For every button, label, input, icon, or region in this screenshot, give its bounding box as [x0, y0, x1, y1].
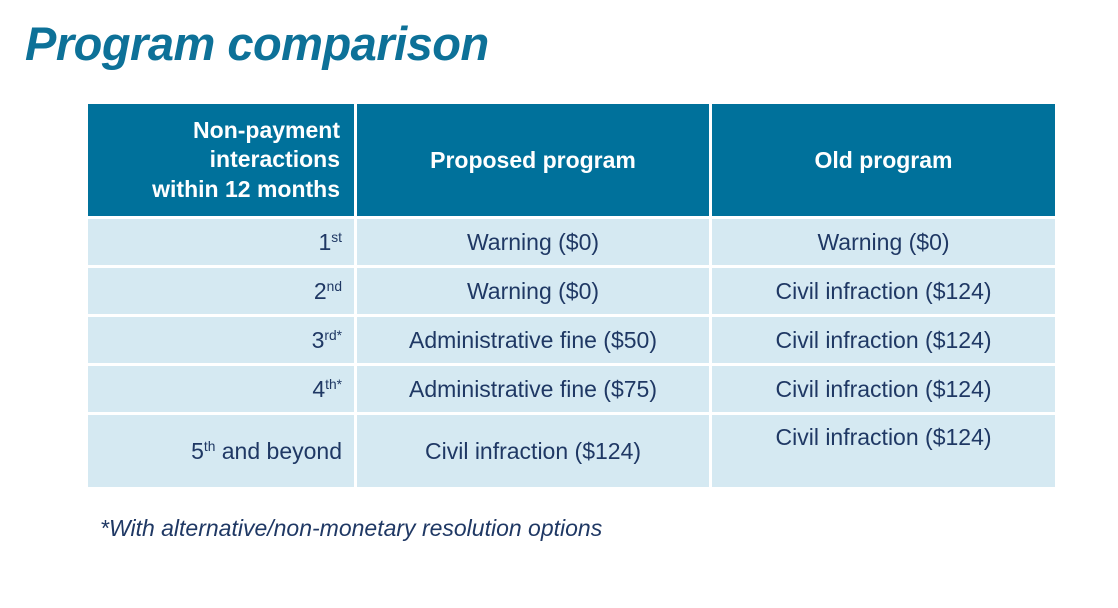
header-proposed-program: Proposed program [357, 104, 709, 216]
ordinal-cell: 4th* [88, 366, 354, 412]
header-old-program: Old program [712, 104, 1055, 216]
ordinal-superscript: st [331, 229, 342, 245]
ordinal-base: 2 [313, 277, 327, 304]
table-row-1st: 1st Warning ($0) Warning ($0) [88, 219, 1055, 265]
table-row-4th: 4th* Administrative fine ($75) Civil inf… [88, 366, 1055, 412]
table-row-3rd: 3rd* Administrative fine ($50) Civil inf… [88, 317, 1055, 363]
proposed-program-cell: Administrative fine ($75) [357, 366, 709, 412]
proposed-program-cell: Warning ($0) [357, 268, 709, 314]
proposed-program-cell: Warning ($0) [357, 219, 709, 265]
old-program-cell: Civil infraction ($124) [712, 268, 1055, 314]
ordinal-cell: 3rd* [88, 317, 354, 363]
old-program-cell: Warning ($0) [712, 219, 1055, 265]
ordinal-base: 3 [311, 326, 325, 353]
ordinal-superscript: th* [325, 376, 342, 392]
ordinal-rest: and beyond [215, 437, 342, 464]
old-program-cell: Civil infraction ($124) [712, 366, 1055, 412]
header-interactions: Non-payment interactions within 12 month… [88, 104, 354, 216]
ordinal-superscript: th [203, 438, 216, 454]
ordinal-base: 5 [191, 437, 204, 464]
ordinal-base: 1 [318, 228, 332, 255]
ordinal-cell: 1st [88, 219, 354, 265]
old-program-cell: Civil infraction ($124) [712, 317, 1055, 363]
proposed-program-cell: Administrative fine ($50) [357, 317, 709, 363]
old-program-cell: Civil infraction ($124) [712, 415, 1055, 487]
ordinal-superscript: rd* [324, 327, 342, 343]
proposed-program-cell: Civil infraction ($124) [357, 415, 709, 487]
page-title: Program comparison [25, 17, 489, 70]
table-row-5th-and-beyond: 5th and beyond Civil infraction ($124) C… [88, 415, 1055, 487]
program-comparison-table: Non-payment interactions within 12 month… [85, 101, 1058, 490]
ordinal-cell: 2nd [88, 268, 354, 314]
ordinal-cell: 5th and beyond [88, 415, 354, 487]
table-row-2nd: 2nd Warning ($0) Civil infraction ($124) [88, 268, 1055, 314]
ordinal-superscript: nd [326, 278, 342, 294]
table-header-row: Non-payment interactions within 12 month… [88, 104, 1055, 216]
footnote: *With alternative/non-monetary resolutio… [100, 515, 603, 541]
ordinal-base: 4 [312, 375, 326, 402]
